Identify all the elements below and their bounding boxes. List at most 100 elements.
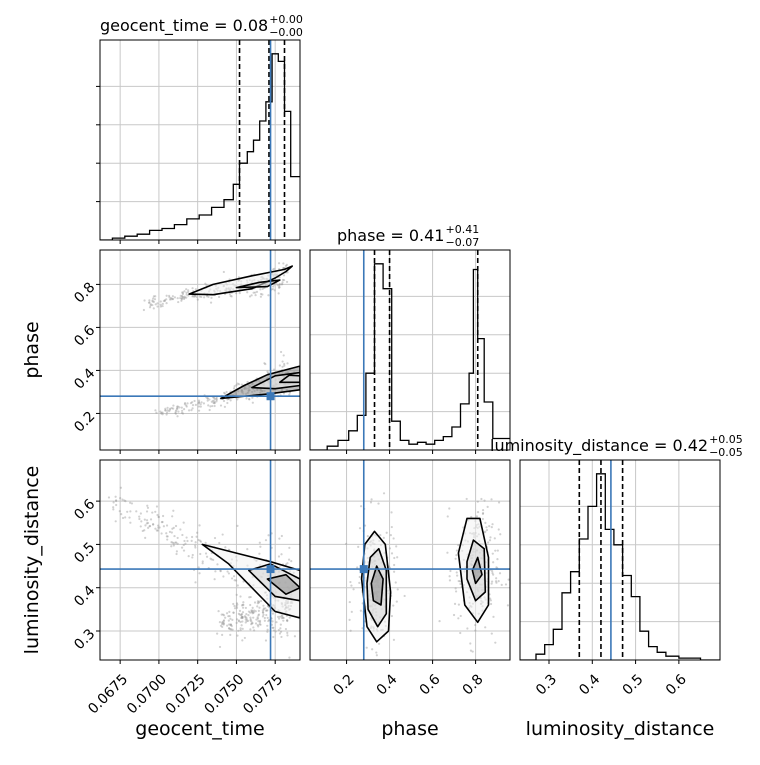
scatter-point xyxy=(286,631,289,634)
scatter-point xyxy=(389,534,392,537)
scatter-point xyxy=(366,535,369,538)
scatter-point xyxy=(241,606,245,609)
scatter-point xyxy=(251,621,254,625)
scatter-point xyxy=(222,619,226,622)
scatter-point xyxy=(264,639,268,642)
scatter-point xyxy=(112,506,115,509)
scatter-point xyxy=(219,569,222,572)
scatter-point xyxy=(229,617,232,620)
scatter-point xyxy=(498,572,502,575)
scatter-point xyxy=(184,542,187,545)
scatter-point xyxy=(121,498,124,501)
scatter-point xyxy=(375,654,378,657)
scatter-point xyxy=(249,619,252,622)
panel-luminosity_distance-vs-luminosity_distance xyxy=(520,460,720,660)
scatter-point xyxy=(348,600,351,604)
scatter-point xyxy=(181,296,184,299)
contour-level xyxy=(201,543,300,619)
scatter-point xyxy=(239,595,242,598)
scatter-point xyxy=(250,620,253,623)
scatter-point xyxy=(263,616,266,620)
scatter-point xyxy=(121,516,125,520)
scatter-point xyxy=(280,635,283,639)
scatter-point xyxy=(279,630,283,633)
contour-level xyxy=(278,374,300,384)
scatter-point xyxy=(199,540,203,543)
scatter-point xyxy=(149,303,152,306)
tick-label-phase: 0.6 xyxy=(71,322,98,349)
scatter-point xyxy=(236,382,239,385)
histogram-luminosity_distance xyxy=(520,473,720,660)
scatter-point xyxy=(282,267,285,270)
scatter-point xyxy=(182,296,185,299)
scatter-point xyxy=(219,404,223,407)
scatter-point xyxy=(250,294,253,297)
scatter-point xyxy=(265,609,268,612)
scatter-point xyxy=(282,616,285,620)
scatter-point xyxy=(229,399,232,402)
scatter-point xyxy=(196,298,199,301)
scatter-point xyxy=(156,305,159,308)
scatter-point xyxy=(497,579,500,583)
scatter-point xyxy=(240,614,243,617)
scatter-point xyxy=(293,635,297,638)
scatter-point xyxy=(257,601,260,604)
scatter-point xyxy=(157,516,160,519)
scatter-point xyxy=(253,609,256,612)
scatter-point xyxy=(349,580,352,584)
scatter-point xyxy=(181,533,184,537)
scatter-point xyxy=(114,520,117,523)
scatter-point xyxy=(200,295,203,299)
scatter-point xyxy=(107,496,111,499)
scatter-point xyxy=(256,600,259,603)
scatter-point xyxy=(281,616,285,619)
scatter-point xyxy=(194,544,197,547)
tick-label-geocent_time: 0.0775 xyxy=(240,671,286,717)
scatter-point xyxy=(454,557,457,560)
scatter-point xyxy=(232,387,236,390)
scatter-point xyxy=(261,287,264,290)
scatter-point xyxy=(229,624,232,627)
tick-label-geocent_time: 0.0725 xyxy=(163,671,209,717)
scatter-point xyxy=(375,651,378,654)
scatter-point xyxy=(279,350,283,354)
axis-label-y-phase: phase xyxy=(21,321,43,378)
scatter-point xyxy=(281,614,284,617)
scatter-point xyxy=(123,499,126,502)
scatter-point xyxy=(161,413,164,416)
scatter-point xyxy=(173,296,177,299)
scatter-point xyxy=(390,614,394,618)
scatter-point xyxy=(199,539,202,542)
scatter-point xyxy=(185,288,188,291)
scatter-point xyxy=(256,616,259,619)
scatter-point xyxy=(227,619,230,622)
scatter-point xyxy=(253,629,256,632)
scatter-point xyxy=(187,409,191,412)
scatter-point xyxy=(280,615,283,618)
scatter-point xyxy=(264,607,267,610)
title-phase: phase = 0.41 xyxy=(337,226,444,245)
scatter-point xyxy=(142,308,146,312)
scatter-point xyxy=(506,604,510,607)
scatter-point xyxy=(151,300,154,303)
scatter-point xyxy=(147,301,151,304)
scatter-point xyxy=(180,294,184,298)
scatter-point xyxy=(493,537,496,540)
scatter-point xyxy=(257,609,260,612)
scatter-point xyxy=(491,523,494,526)
scatter-point xyxy=(212,396,216,399)
scatter-point xyxy=(244,616,247,619)
scatter-point xyxy=(288,546,291,549)
scatter-point xyxy=(252,611,255,614)
scatter-point xyxy=(448,579,452,582)
scatter-point xyxy=(243,615,247,618)
scatter-point xyxy=(499,533,502,536)
scatter-point xyxy=(186,539,189,543)
scatter-point xyxy=(193,294,197,297)
scatter-point xyxy=(177,410,180,413)
scatter-point xyxy=(223,392,227,395)
scatter-point xyxy=(392,537,395,540)
scatter-point xyxy=(457,579,460,583)
scatter-point xyxy=(258,541,261,544)
